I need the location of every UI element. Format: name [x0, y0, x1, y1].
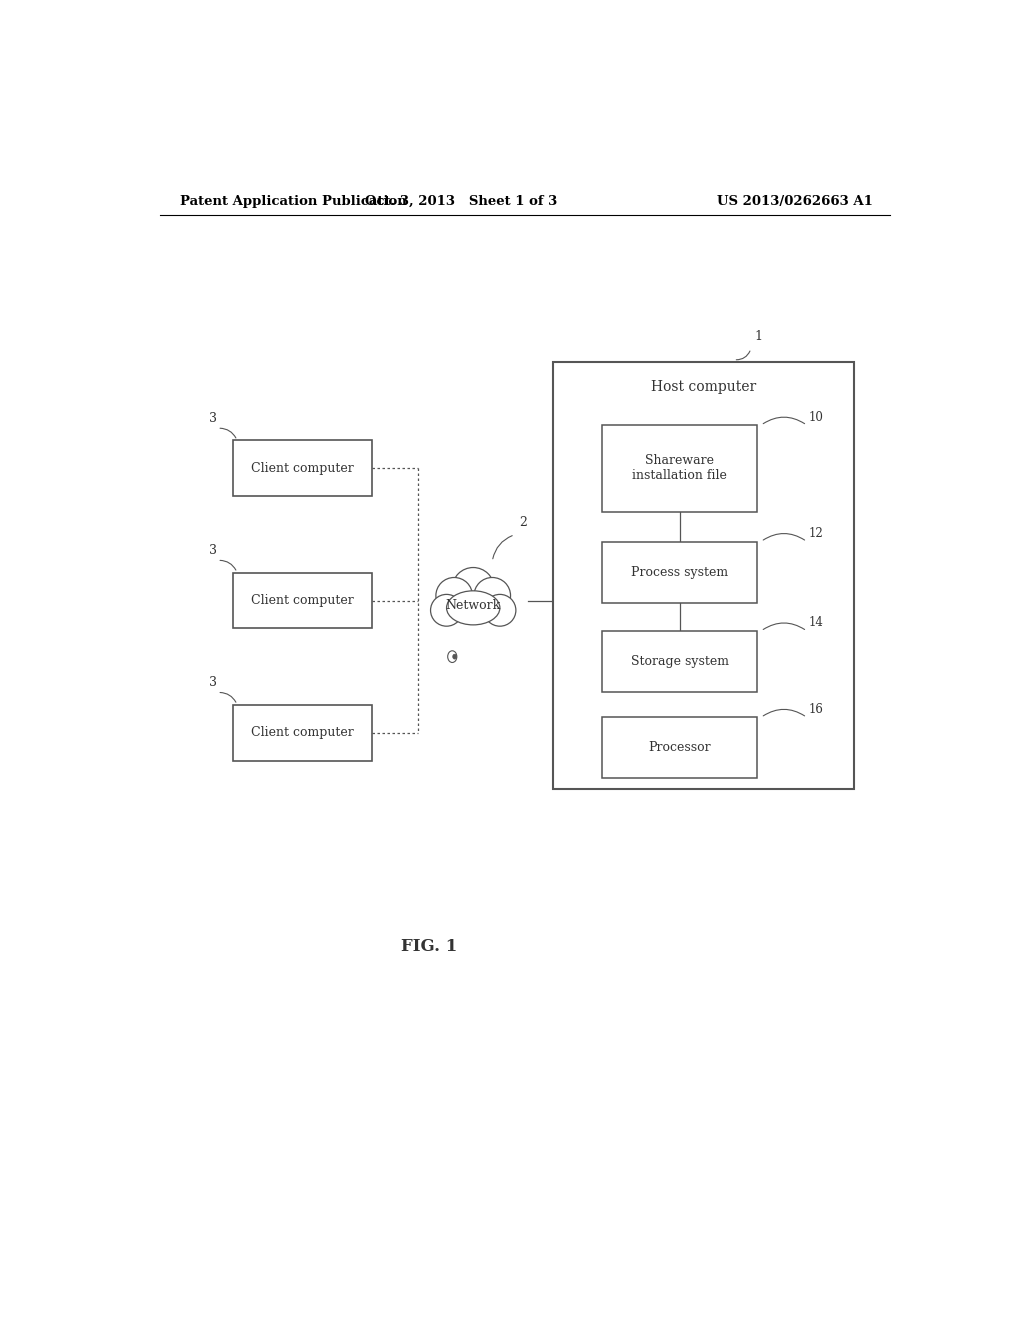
FancyBboxPatch shape [602, 718, 757, 779]
Text: 1: 1 [755, 330, 763, 343]
FancyBboxPatch shape [233, 705, 372, 760]
Text: Process system: Process system [631, 565, 728, 578]
Text: 14: 14 [809, 616, 824, 630]
FancyBboxPatch shape [233, 441, 372, 496]
Text: FIG. 1: FIG. 1 [401, 937, 458, 954]
Circle shape [453, 655, 457, 659]
Ellipse shape [484, 594, 516, 626]
Text: Oct. 3, 2013   Sheet 1 of 3: Oct. 3, 2013 Sheet 1 of 3 [366, 194, 557, 207]
Text: 3: 3 [209, 676, 217, 689]
Text: 2: 2 [519, 516, 526, 529]
Text: 12: 12 [809, 527, 824, 540]
Text: 16: 16 [809, 702, 824, 715]
FancyBboxPatch shape [602, 541, 757, 602]
Text: 3: 3 [209, 544, 217, 557]
Circle shape [447, 651, 457, 663]
Text: Host computer: Host computer [650, 380, 756, 395]
Ellipse shape [436, 577, 472, 614]
Text: Network: Network [445, 599, 501, 612]
FancyBboxPatch shape [602, 425, 757, 512]
Text: Processor: Processor [648, 742, 711, 755]
FancyBboxPatch shape [233, 573, 372, 628]
Text: Shareware
installation file: Shareware installation file [632, 454, 727, 482]
Text: US 2013/0262663 A1: US 2013/0262663 A1 [717, 194, 872, 207]
Text: 10: 10 [809, 411, 824, 424]
Text: Client computer: Client computer [251, 594, 354, 607]
Ellipse shape [474, 577, 511, 614]
Ellipse shape [430, 594, 463, 626]
Text: Client computer: Client computer [251, 462, 354, 475]
Ellipse shape [453, 568, 495, 609]
FancyBboxPatch shape [553, 362, 854, 788]
FancyBboxPatch shape [602, 631, 757, 692]
Text: Storage system: Storage system [631, 655, 728, 668]
Text: Client computer: Client computer [251, 726, 354, 739]
Text: Patent Application Publication: Patent Application Publication [179, 194, 407, 207]
Ellipse shape [446, 591, 500, 624]
Text: 3: 3 [209, 412, 217, 425]
